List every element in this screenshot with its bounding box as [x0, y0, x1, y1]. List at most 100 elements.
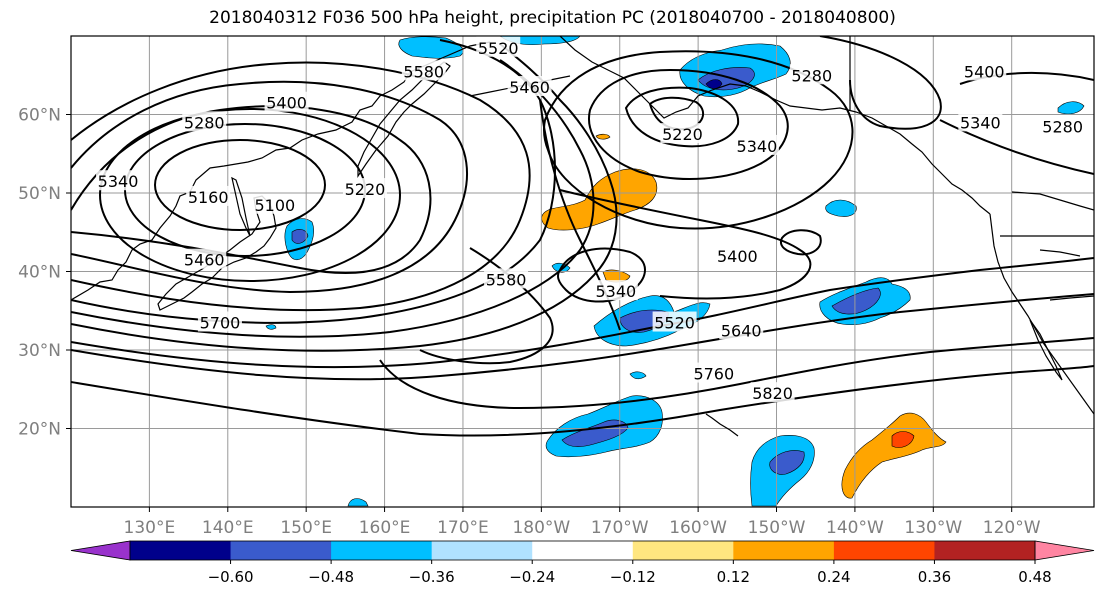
colorbar-segment	[130, 541, 232, 560]
precip-negative-region	[629, 371, 647, 380]
lon-tick-label: 120°W	[983, 518, 1041, 538]
contour-5340	[71, 80, 468, 294]
precip-negative-region	[705, 79, 723, 89]
contour-label-text: 5400	[266, 94, 307, 113]
precip-negative-region	[398, 36, 464, 59]
coastline-na-west	[989, 213, 1094, 415]
contour-label-text: 5160	[188, 188, 229, 207]
contour-label: 5460	[182, 248, 227, 270]
contour-ne-pac-low-outer	[543, 50, 854, 230]
coastline-kamchatka	[357, 61, 451, 178]
contour-label-text: 5340	[595, 282, 636, 301]
contour-label-text: 5280	[1042, 117, 1083, 136]
colorbar-segment	[230, 541, 332, 560]
contour-label-text: 5820	[752, 384, 793, 403]
colorbar-tick-label: −0.60	[208, 568, 254, 586]
longitude-labels: 130°E 140°E 150°E 160°E 170°E 180°W 170°W 160°W…	[124, 518, 1041, 538]
colorbar-segment	[431, 541, 533, 560]
lon-tick-label: 160°E	[359, 518, 411, 538]
contour-label: 5340	[96, 170, 141, 191]
contour-label: 5340	[593, 280, 638, 301]
colorbar-segment	[934, 541, 1036, 560]
lon-tick-label: 170°E	[437, 518, 489, 538]
contour-label-text: 5340	[98, 172, 139, 191]
axis-ticks	[66, 114, 1013, 512]
contour-label-text: 5400	[964, 62, 1005, 81]
contour-5580	[71, 43, 618, 352]
contour-label: 5700	[197, 311, 242, 333]
colorbar	[70, 540, 1095, 561]
contour-label: 5760	[691, 362, 736, 384]
colorbar-segment	[632, 541, 734, 560]
colorbar-tick-label: 0.36	[918, 568, 951, 586]
contour-label: 5580	[484, 268, 529, 289]
contour-5820	[71, 365, 1094, 437]
contour-label-text: 5460	[509, 78, 550, 97]
lon-tick-label: 150°W	[748, 518, 806, 538]
contour-label: 5280	[182, 111, 227, 132]
lat-tick-label: 40°N	[18, 263, 61, 283]
contour-label-text: 5220	[662, 125, 703, 144]
contour-5700	[71, 293, 1094, 381]
contour-5760	[379, 337, 1094, 410]
contour-label-text: 5100	[254, 196, 295, 215]
precip-high-region	[891, 431, 915, 448]
contour-label: 5400	[962, 60, 1007, 81]
colorbar-tick-label: 0.12	[717, 568, 750, 586]
contour-label: 5400	[715, 244, 760, 266]
contour-labels: 5580 5520 5460 5400 5280 5340 5160 5100 5220 5460…	[96, 36, 1085, 403]
precip-positive-region	[841, 412, 947, 499]
contour-label-text: 5700	[200, 314, 241, 333]
precip-negative-region	[769, 450, 805, 475]
lon-tick-label: 130°E	[124, 518, 176, 538]
coastlines	[71, 36, 1094, 437]
precip-negative-region	[265, 324, 277, 330]
contour-label: 5280	[1040, 115, 1085, 136]
contour-label: 5460	[507, 76, 552, 97]
precip-positive-region	[595, 133, 611, 140]
contour-ne-pac-low-mid	[588, 68, 789, 180]
colorbar-extend-low	[70, 540, 131, 561]
lon-tick-label: 130°W	[904, 518, 962, 538]
border-states	[1011, 191, 1094, 301]
colorbar-outline	[129, 540, 1036, 561]
lat-tick-label: 20°N	[18, 420, 61, 440]
lat-tick-label: 50°N	[18, 184, 61, 204]
contour-label-text: 5520	[478, 39, 519, 58]
contour-label-text: 5400	[717, 247, 758, 266]
contour-low-5160	[124, 123, 366, 257]
coastline-baja	[1029, 319, 1063, 381]
colorbar-tick-label: −0.24	[509, 568, 555, 586]
contour-label: 5820	[750, 382, 795, 403]
lon-tick-label: 140°E	[202, 518, 254, 538]
precip-negative-region	[291, 229, 309, 244]
height-contours	[71, 36, 1094, 437]
lon-tick-label: 180°W	[512, 518, 570, 538]
precip-negative-region	[831, 287, 881, 315]
contour-label: 5280	[789, 64, 834, 85]
colorbar-extend-high	[1034, 540, 1095, 561]
contour-5520	[71, 59, 595, 338]
contour-label-text: 5580	[403, 62, 444, 81]
contour-label-text: 5460	[184, 251, 225, 270]
lat-lon-grid	[71, 36, 1094, 507]
contour-label-text: 5580	[486, 270, 527, 289]
colorbar-segment	[733, 541, 835, 560]
hawaii-islands	[705, 413, 739, 437]
contour-label-text: 5220	[345, 180, 386, 199]
lon-tick-label: 140°W	[826, 518, 884, 538]
colorbar-segment	[833, 541, 935, 560]
precip-negative-region	[1057, 101, 1085, 115]
colorbar-tick-label: −0.36	[409, 568, 455, 586]
colorbar-tick-labels: −0.60 −0.48 −0.36 −0.24 −0.12 0.12 0.24 0.36 0.4…	[208, 560, 1052, 586]
contour-label: 5340	[734, 134, 779, 156]
contour-label-text: 5760	[693, 365, 734, 384]
contour-5400-east	[819, 36, 942, 130]
colorbar-tick-label: −0.12	[610, 568, 656, 586]
contour-low-5220	[99, 108, 401, 282]
colorbar-tick-label: −0.48	[308, 568, 354, 586]
colorbar-tick-label: 0.24	[817, 568, 850, 586]
lat-tick-label: 30°N	[18, 341, 61, 361]
colorbar-tick-label: 0.48	[1018, 568, 1051, 586]
